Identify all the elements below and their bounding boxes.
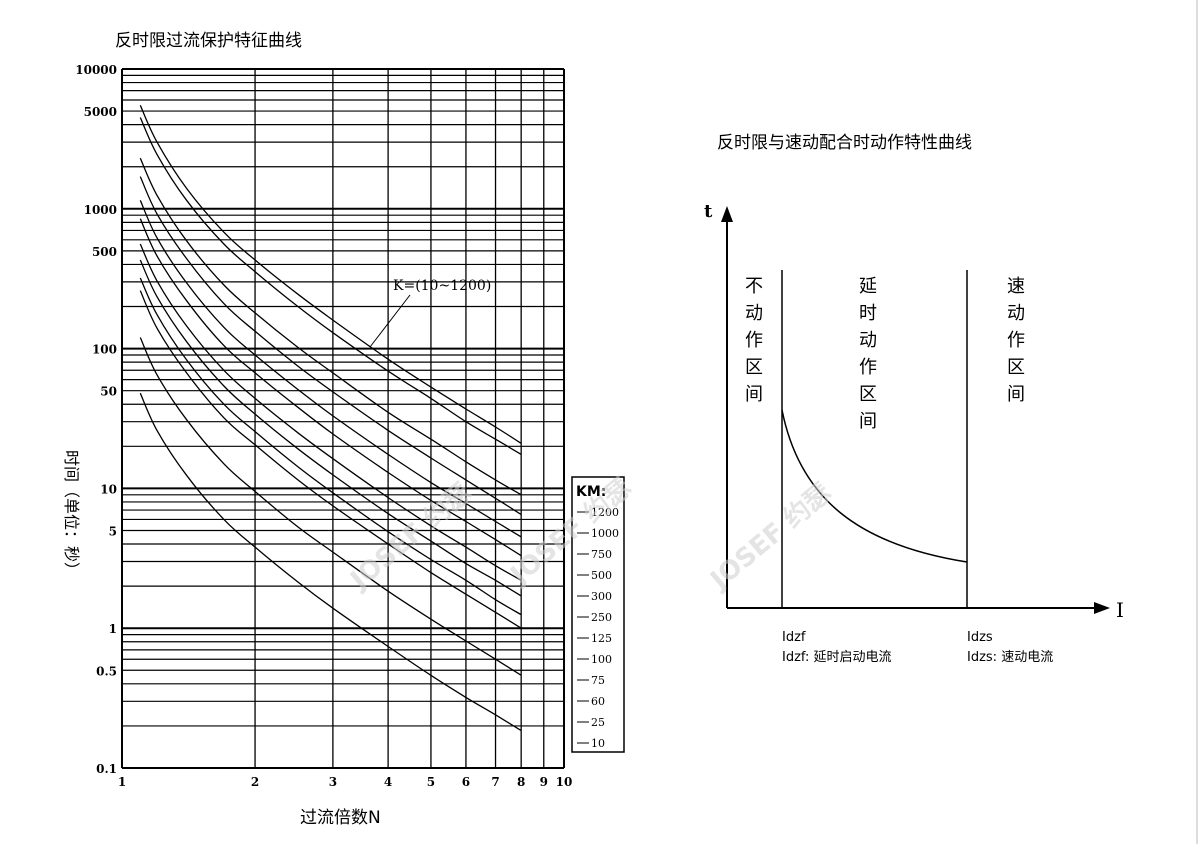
km-legend: KM: 1200 1000 750 500 300 250 125 100 75 60 25 10 xyxy=(571,476,625,753)
x-tick-labels: 1 2 3 4 5 6 7 8 9 10 xyxy=(118,775,573,789)
t-axis-label: t xyxy=(704,201,713,222)
curve-km-500 xyxy=(139,176,522,516)
y-tick-label: 5000 xyxy=(84,105,117,119)
y-axis-label: 时间（单位：秒） xyxy=(62,450,81,578)
curve-km-750 xyxy=(139,157,522,496)
legend-entry-label: 25 xyxy=(591,716,605,729)
x-tick-label: 9 xyxy=(540,775,548,789)
legend-entry-label: 75 xyxy=(591,674,605,687)
x-axis-label: 过流倍数N xyxy=(300,808,381,828)
i-axis-label: I xyxy=(1116,598,1124,622)
watermark-text: JOSEF 约瑟 xyxy=(703,477,837,597)
y-tick-label: 50 xyxy=(100,385,117,399)
legend-entry-label: 500 xyxy=(591,569,612,582)
zone-label-fast-action: 速动作区间 xyxy=(1007,276,1025,405)
curve-km-100 xyxy=(139,259,522,597)
curve-km-250 xyxy=(139,218,522,557)
legend-frame xyxy=(571,476,625,753)
chart-grid xyxy=(121,68,565,769)
x-tick-label: 6 xyxy=(462,775,470,789)
k-range-annotation: K=(10~1200) xyxy=(393,278,491,294)
inverse-time-chart: 反时限过流保护特征曲线 10000 5000 1000 500 100 50 10 5 1 0.5… xyxy=(62,31,625,828)
curve-km-1200 xyxy=(139,105,522,444)
curve-km-125 xyxy=(139,243,522,581)
idzs-marker: Idzs xyxy=(967,630,993,645)
t-axis-arrow xyxy=(721,206,733,222)
legend-entry-label: 1000 xyxy=(591,527,619,540)
y-tick-label: 1000 xyxy=(84,203,117,217)
cooperation-chart: 反时限与速动配合时动作特性曲线 t I 不动作区间 延时动作区间 速动作区间 I… xyxy=(704,133,1124,665)
curve-km-300 xyxy=(139,200,522,538)
curve-km-1000 xyxy=(139,117,522,455)
idzf-marker: Idzf xyxy=(782,630,806,645)
legend-entry-label: 750 xyxy=(591,548,612,561)
x-tick-label: 3 xyxy=(329,775,337,789)
x-tick-label: 8 xyxy=(517,775,525,789)
y-tick-label: 0.5 xyxy=(96,664,117,678)
x-tick-label: 7 xyxy=(491,775,499,789)
y-tick-labels: 10000 5000 1000 500 100 50 10 5 1 0.5 0.1 xyxy=(75,63,117,776)
y-tick-label: 5 xyxy=(109,524,117,538)
zone-label-no-action: 不动作区间 xyxy=(745,276,763,405)
chart-title: 反时限过流保护特征曲线 xyxy=(115,31,302,51)
x-tick-label: 1 xyxy=(118,775,126,789)
y-tick-label: 100 xyxy=(92,343,117,357)
y-tick-label: 10 xyxy=(100,482,117,496)
y-tick-label: 0.1 xyxy=(96,762,117,776)
idzf-note: Idzf: 延时启动电流 xyxy=(782,650,892,665)
x-tick-label: 4 xyxy=(384,775,392,789)
i-axis-arrow xyxy=(1094,602,1110,614)
curve-km-25 xyxy=(139,337,522,676)
y-tick-label: 1 xyxy=(109,622,117,636)
inverse-time-curve xyxy=(781,409,968,563)
legend-entry-label: 1200 xyxy=(591,506,619,519)
legend-entry-label: 10 xyxy=(591,737,605,750)
legend-title: KM: xyxy=(576,484,606,500)
zone-label-delayed-action: 延时动作区间 xyxy=(859,276,877,432)
y-tick-label: 500 xyxy=(92,245,117,259)
legend-entry-label: 125 xyxy=(591,632,612,645)
legend-entry-label: 300 xyxy=(591,590,612,603)
x-tick-label: 2 xyxy=(251,775,259,789)
curve-km-75 xyxy=(139,277,522,616)
idzs-note: Idzs: 速动电流 xyxy=(967,650,1053,665)
curve-series xyxy=(139,105,522,732)
y-tick-label: 10000 xyxy=(75,63,117,77)
x-tick-label: 5 xyxy=(427,775,435,789)
legend-entry-label: 100 xyxy=(591,653,612,666)
curve-km-60 xyxy=(139,290,522,629)
curve-km-10 xyxy=(139,392,522,732)
annotation-leader-line xyxy=(369,294,411,348)
legend-entry-label: 250 xyxy=(591,611,612,624)
legend-entry-label: 60 xyxy=(591,695,605,708)
x-tick-label: 10 xyxy=(556,775,573,789)
chart-title: 反时限与速动配合时动作特性曲线 xyxy=(717,133,972,153)
